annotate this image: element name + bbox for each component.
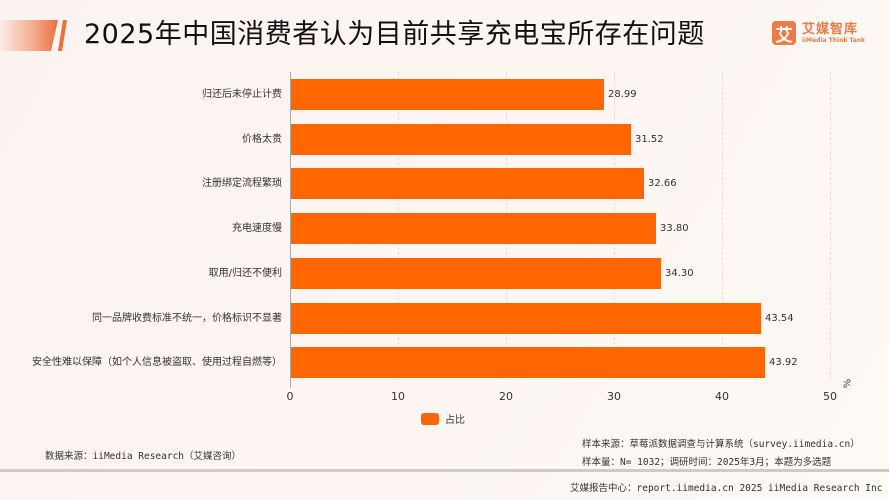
bar[interactable]	[291, 303, 761, 334]
bar-value-label: 33.80	[660, 223, 689, 234]
category-label: 安全性难以保障（如个人信息被盗取、使用过程自燃等）	[32, 357, 282, 368]
category-label: 归还后未停止计费	[202, 89, 282, 100]
bar-value-label: 43.92	[769, 357, 798, 368]
category-label: 同一品牌收费标准不统一，价格标识不显著	[92, 313, 282, 324]
bar-value-label: 34.30	[665, 268, 694, 279]
bar[interactable]	[291, 124, 631, 155]
header-accent-stripe	[0, 20, 58, 51]
x-tick: 50	[823, 390, 837, 403]
data-source-note: 数据来源：iiMedia Research（艾媒咨询）	[45, 451, 242, 462]
bar[interactable]	[291, 168, 644, 199]
axis-unit-label: %	[842, 378, 854, 389]
category-label: 价格太贵	[242, 134, 282, 145]
bar-value-label: 31.52	[635, 134, 664, 145]
legend-label: 占比	[445, 415, 465, 426]
legend-swatch-icon	[421, 412, 439, 425]
footer-text: 艾媒报告中心：report.iimedia.cn 2025 iiMedia Re…	[570, 483, 883, 494]
legend[interactable]: 占比	[421, 411, 465, 426]
bar[interactable]	[291, 79, 604, 110]
gridline-50	[830, 72, 831, 380]
logo-icon: 艾	[772, 21, 796, 46]
bar-value-label: 43.54	[765, 313, 794, 324]
bar[interactable]	[291, 347, 765, 378]
logo-name-cn: 艾媒智库	[802, 21, 859, 37]
x-tick: 40	[715, 390, 729, 403]
gridline-40	[722, 72, 723, 380]
header-accent-slash	[58, 20, 67, 51]
chart-title: 2025年中国消费者认为目前共享充电宝所存在问题	[84, 19, 705, 50]
footer-divider	[0, 469, 889, 472]
sample-size-note: 样本量：N= 1032；调研时间：2025年3月；本题为多选题	[582, 457, 832, 468]
logo-name-en: iiMedia Think Tank	[802, 36, 866, 44]
category-axis-line	[290, 72, 291, 388]
category-label: 取用/归还不便利	[208, 268, 282, 279]
sample-source-note: 样本来源：草莓派数据调查与计算系统（survey.iimedia.cn）	[582, 439, 860, 450]
brand-logo: 艾 艾媒智库 iiMedia Think Tank	[772, 21, 866, 46]
bar-value-label: 32.66	[648, 178, 677, 189]
x-tick: 0	[286, 390, 294, 403]
bar[interactable]	[291, 258, 661, 289]
x-tick: 20	[499, 390, 513, 403]
category-label: 注册绑定流程繁琐	[202, 178, 282, 189]
bar[interactable]	[291, 213, 656, 244]
x-tick: 10	[391, 390, 405, 403]
bar-value-label: 28.99	[608, 89, 637, 100]
category-label: 充电速度慢	[232, 223, 282, 234]
x-tick: 30	[607, 390, 621, 403]
